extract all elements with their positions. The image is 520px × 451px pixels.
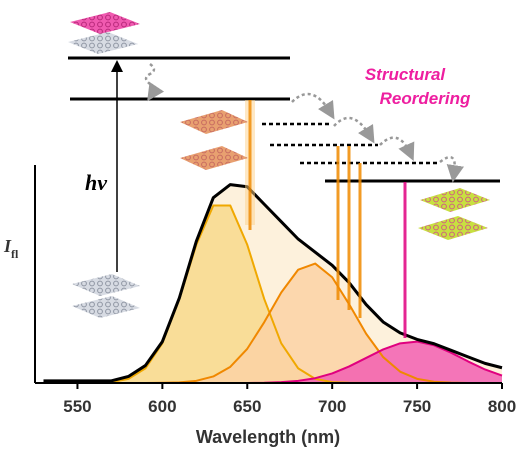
y-axis-title-sub: fl	[11, 247, 19, 261]
molecule-sheet	[72, 274, 140, 296]
energy-diagram	[68, 12, 500, 338]
excitation-label: hν	[85, 170, 107, 195]
x-tick-label: 650	[233, 397, 261, 416]
x-axis-title: Wavelength (nm)	[196, 427, 340, 447]
x-tick-label: 550	[63, 397, 91, 416]
molecule-sheet	[70, 12, 140, 34]
molecule-sheet	[418, 216, 488, 240]
relaxation-arrow	[144, 63, 165, 102]
molecule-sheet	[68, 32, 138, 54]
reorder-arrow	[439, 155, 464, 183]
x-tick-label: 750	[403, 397, 431, 416]
molecule-sheet	[420, 188, 490, 212]
molecule-sheet	[180, 110, 248, 134]
x-tick-label: 800	[488, 397, 516, 416]
x-tick-label: 600	[148, 397, 176, 416]
area-fill	[43, 341, 503, 383]
molecule-sheet	[72, 296, 140, 318]
reordering-label: Reordering	[380, 89, 471, 108]
total-spectrum-line	[43, 183, 503, 383]
y-axis-title-main: I	[3, 236, 12, 256]
x-tick-label: 700	[318, 397, 346, 416]
area-fill	[43, 184, 503, 383]
reorder-arrow	[379, 136, 415, 161]
y-axis-title: Ifl	[3, 236, 19, 261]
molecule-sheet	[180, 146, 248, 170]
emission-arrows	[245, 100, 407, 338]
reorder-arrow	[291, 92, 335, 120]
reordering-label: Structural	[365, 65, 447, 84]
reorder-arrow	[333, 116, 375, 144]
